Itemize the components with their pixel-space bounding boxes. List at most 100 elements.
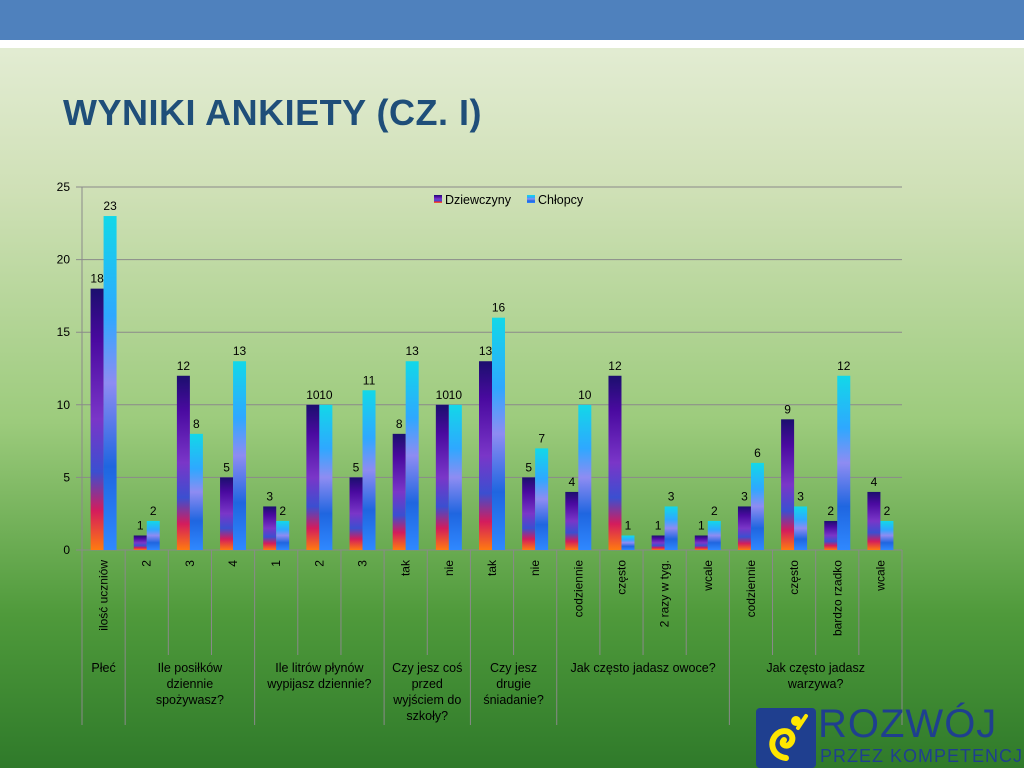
data-label: 10 bbox=[319, 388, 333, 402]
data-label: 3 bbox=[266, 489, 273, 503]
data-label: 7 bbox=[538, 431, 545, 445]
group-label: Jak często jadasz warzywa? bbox=[766, 661, 865, 691]
category-tick-label: tak bbox=[485, 559, 499, 576]
group-label-line: Ile litrów płynów bbox=[275, 661, 364, 675]
data-label: 8 bbox=[193, 417, 200, 431]
data-label: 1 bbox=[625, 518, 632, 532]
data-label: 1 bbox=[655, 518, 662, 532]
bar-dziewczyny bbox=[867, 491, 881, 550]
bar-dziewczyny bbox=[479, 361, 492, 550]
category-tick-label: 2 bbox=[140, 560, 154, 567]
bar-dziewczyny bbox=[608, 375, 622, 550]
group-label: Czy jesz coś przed wyjściem do szkoły? bbox=[392, 661, 462, 723]
category-tick-label: 3 bbox=[356, 560, 370, 567]
category-tick-label: bardzo rzadko bbox=[830, 560, 844, 636]
y-tick-label: 5 bbox=[63, 470, 70, 484]
legend-label: Dziewczyny bbox=[445, 193, 512, 207]
logo-spiral-icon bbox=[756, 708, 816, 768]
data-label: 3 bbox=[741, 489, 748, 503]
y-tick-label: 15 bbox=[57, 325, 71, 339]
data-label: 3 bbox=[797, 489, 804, 503]
data-label: 18 bbox=[90, 272, 104, 286]
category-tick-label: wcale bbox=[873, 560, 887, 592]
slide-title: WYNIKI ANKIETY (CZ. I) bbox=[63, 92, 482, 133]
y-tick-label: 25 bbox=[57, 180, 71, 194]
group-label-line: wypijasz dziennie? bbox=[266, 677, 371, 691]
bar-dziewczyny bbox=[220, 477, 234, 550]
bar-chlopcy bbox=[707, 520, 721, 550]
bar-chlopcy bbox=[621, 535, 635, 550]
bar-dziewczyny bbox=[522, 477, 536, 550]
bar-chlopcy bbox=[837, 375, 851, 550]
group-label-line: Czy jesz coś bbox=[392, 661, 462, 675]
group-label-line: Jak często jadasz bbox=[766, 661, 865, 675]
data-label: 13 bbox=[479, 344, 493, 358]
data-label: 1 bbox=[137, 518, 144, 532]
bar-dziewczyny bbox=[824, 520, 838, 550]
bar-chlopcy bbox=[880, 520, 894, 550]
data-label: 8 bbox=[396, 417, 403, 431]
bar-dziewczyny bbox=[176, 375, 190, 550]
bar-chlopcy bbox=[664, 506, 678, 550]
category-tick-label: często bbox=[614, 560, 628, 595]
group-label: Jak często jadasz owoce? bbox=[570, 661, 715, 675]
category-tick-label: 2 bbox=[312, 560, 326, 567]
bar-dziewczyny bbox=[133, 535, 147, 550]
bar-chlopcy bbox=[794, 506, 808, 550]
data-label: 5 bbox=[525, 460, 532, 474]
group-label-line: Płeć bbox=[91, 661, 115, 675]
data-label: 4 bbox=[568, 475, 575, 489]
bar-chlopcy bbox=[233, 361, 247, 550]
data-label: 4 bbox=[871, 475, 878, 489]
group-label-line: Jak często jadasz owoce? bbox=[570, 661, 715, 675]
group-label-line: szkoły? bbox=[406, 709, 448, 723]
category-tick-label: codziennie bbox=[571, 560, 585, 618]
top-accent-bar bbox=[0, 0, 1024, 40]
data-label: 13 bbox=[233, 344, 247, 358]
data-label: 3 bbox=[668, 489, 675, 503]
y-tick-label: 20 bbox=[57, 253, 71, 267]
bar-chlopcy bbox=[750, 462, 764, 550]
data-label: 23 bbox=[103, 199, 117, 213]
data-label: 2 bbox=[711, 504, 718, 518]
logo-text-main: ROZWÓJ bbox=[818, 702, 998, 746]
bar-dziewczyny bbox=[781, 419, 795, 550]
category-tick-label: nie bbox=[528, 560, 542, 576]
group-label-line: spożywasz? bbox=[156, 693, 224, 707]
bar-dziewczyny bbox=[694, 535, 708, 550]
top-divider-line bbox=[0, 40, 1024, 48]
bar-chlopcy bbox=[492, 317, 505, 550]
group-label-line: warzywa? bbox=[787, 677, 844, 691]
data-label: 2 bbox=[827, 504, 834, 518]
group-label-line: przed bbox=[412, 677, 443, 691]
bar-chlopcy bbox=[103, 216, 117, 551]
bar-chlopcy bbox=[362, 390, 376, 550]
group-label-line: Ile posiłków bbox=[158, 661, 224, 675]
bar-dziewczyny bbox=[263, 506, 277, 550]
data-label: 12 bbox=[177, 359, 191, 373]
bar-dziewczyny bbox=[349, 477, 363, 550]
data-label: 10 bbox=[306, 388, 320, 402]
data-label: 12 bbox=[608, 359, 622, 373]
data-label: 11 bbox=[363, 373, 376, 387]
data-label: 10 bbox=[578, 388, 592, 402]
bar-dziewczyny bbox=[435, 404, 449, 550]
data-label: 5 bbox=[353, 460, 360, 474]
logo-text-sub: PRZEZ KOMPETENCJE bbox=[820, 746, 1024, 766]
category-tick-label: wcale bbox=[701, 560, 715, 592]
category-tick-label: codziennie bbox=[744, 560, 758, 618]
bar-chlopcy bbox=[189, 433, 203, 550]
category-tick-label: 3 bbox=[183, 560, 197, 567]
category-tick-label: 4 bbox=[226, 560, 240, 567]
group-label-line: drugie bbox=[496, 677, 531, 691]
data-label: 12 bbox=[837, 359, 851, 373]
bar-dziewczyny bbox=[565, 491, 579, 550]
group-label: Ile litrów płynów wypijasz dziennie? bbox=[266, 661, 371, 691]
bar-chlopcy bbox=[405, 361, 419, 550]
category-tick-label: ilość uczniów bbox=[97, 560, 111, 631]
bar-dziewczyny bbox=[90, 288, 104, 550]
category-tick-label: nie bbox=[442, 560, 456, 576]
data-label: 13 bbox=[406, 344, 420, 358]
data-label: 9 bbox=[784, 402, 791, 416]
